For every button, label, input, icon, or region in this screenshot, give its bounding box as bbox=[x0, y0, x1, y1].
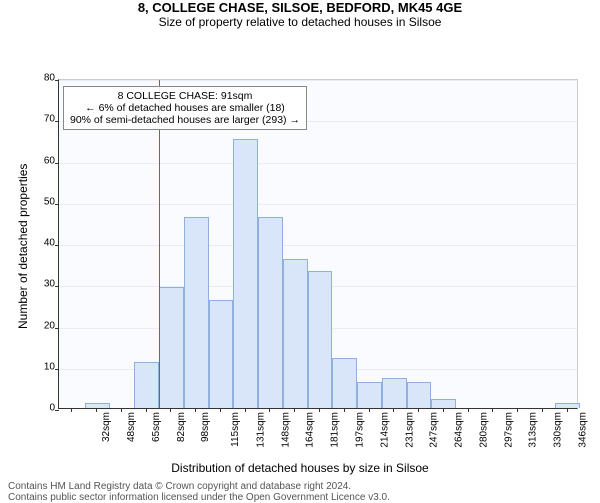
xtick-mark bbox=[492, 408, 493, 412]
footer-line-1: Contains HM Land Registry data © Crown c… bbox=[8, 481, 592, 492]
plot-area: 0102030405060708032sqm48sqm65sqm82sqm98s… bbox=[58, 79, 578, 409]
bar bbox=[184, 217, 209, 408]
xtick-label: 148sqm bbox=[280, 412, 291, 448]
ytick-label: 10 bbox=[44, 361, 59, 372]
xtick-mark bbox=[468, 408, 469, 412]
y-axis-label: Number of detached properties bbox=[16, 164, 30, 329]
xtick-label: 98sqm bbox=[200, 412, 211, 442]
xtick-label: 115sqm bbox=[230, 412, 241, 447]
bar bbox=[233, 139, 258, 408]
bar bbox=[134, 362, 159, 408]
xtick-mark bbox=[121, 408, 122, 412]
chart-area: Number of detached properties 0102030405… bbox=[0, 29, 600, 459]
xtick-mark bbox=[146, 408, 147, 412]
xtick-mark bbox=[294, 408, 295, 412]
xtick-mark bbox=[393, 408, 394, 412]
annotation-line: 8 COLLEGE CHASE: 91sqm bbox=[70, 90, 300, 102]
bar bbox=[332, 358, 357, 409]
xtick-label: 280sqm bbox=[478, 412, 489, 448]
ytick-label: 20 bbox=[44, 320, 59, 331]
ytick-label: 0 bbox=[49, 403, 59, 414]
gridline bbox=[59, 204, 577, 205]
annotation-box: 8 COLLEGE CHASE: 91sqm← 6% of detached h… bbox=[63, 86, 307, 130]
footer: Contains HM Land Registry data © Crown c… bbox=[0, 475, 600, 503]
xtick-label: 65sqm bbox=[151, 412, 162, 442]
xtick-mark bbox=[344, 408, 345, 412]
xtick-label: 313sqm bbox=[528, 412, 539, 448]
chart-subtitle: Size of property relative to detached ho… bbox=[0, 15, 600, 29]
xtick-mark bbox=[96, 408, 97, 412]
xtick-label: 330sqm bbox=[553, 412, 564, 448]
xtick-label: 48sqm bbox=[126, 412, 137, 442]
bar bbox=[407, 382, 432, 408]
bar bbox=[382, 378, 407, 408]
xtick-label: 181sqm bbox=[330, 412, 341, 448]
annotation-line: 90% of semi-detached houses are larger (… bbox=[70, 114, 300, 126]
xtick-mark bbox=[542, 408, 543, 412]
chart-title: 8, COLLEGE CHASE, SILSOE, BEDFORD, MK45 … bbox=[0, 0, 600, 15]
xtick-mark bbox=[517, 408, 518, 412]
xtick-mark bbox=[418, 408, 419, 412]
xtick-mark bbox=[443, 408, 444, 412]
xtick-mark bbox=[269, 408, 270, 412]
bar bbox=[258, 217, 283, 408]
xtick-label: 346sqm bbox=[577, 412, 588, 448]
xtick-mark bbox=[369, 408, 370, 412]
xtick-label: 297sqm bbox=[503, 412, 514, 448]
bar bbox=[431, 399, 456, 408]
xtick-label: 264sqm bbox=[454, 412, 465, 448]
bar bbox=[308, 271, 333, 408]
gridline bbox=[59, 163, 577, 164]
xtick-label: 82sqm bbox=[176, 412, 187, 442]
x-axis-label: Distribution of detached houses by size … bbox=[0, 461, 600, 475]
ytick-label: 70 bbox=[44, 114, 59, 125]
xtick-label: 131sqm bbox=[256, 412, 267, 448]
bar bbox=[283, 259, 308, 409]
gridline bbox=[59, 245, 577, 246]
bar bbox=[209, 300, 234, 408]
bar bbox=[159, 287, 184, 408]
footer-line-2: Contains public sector information licen… bbox=[8, 492, 592, 503]
ytick-label: 80 bbox=[44, 73, 59, 84]
gridline bbox=[59, 80, 577, 81]
xtick-mark bbox=[245, 408, 246, 412]
ytick-label: 50 bbox=[44, 196, 59, 207]
xtick-label: 214sqm bbox=[379, 412, 390, 448]
xtick-mark bbox=[220, 408, 221, 412]
xtick-mark bbox=[71, 408, 72, 412]
xtick-label: 247sqm bbox=[429, 412, 440, 448]
xtick-mark bbox=[170, 408, 171, 412]
xtick-label: 32sqm bbox=[101, 412, 112, 442]
xtick-label: 164sqm bbox=[305, 412, 316, 448]
ytick-label: 60 bbox=[44, 155, 59, 166]
xtick-label: 197sqm bbox=[355, 412, 366, 448]
ytick-label: 30 bbox=[44, 279, 59, 290]
xtick-mark bbox=[567, 408, 568, 412]
xtick-label: 231sqm bbox=[404, 412, 415, 448]
bar bbox=[357, 382, 382, 408]
ytick-label: 40 bbox=[44, 238, 59, 249]
annotation-line: ← 6% of detached houses are smaller (18) bbox=[70, 102, 300, 114]
xtick-mark bbox=[319, 408, 320, 412]
xtick-mark bbox=[195, 408, 196, 412]
